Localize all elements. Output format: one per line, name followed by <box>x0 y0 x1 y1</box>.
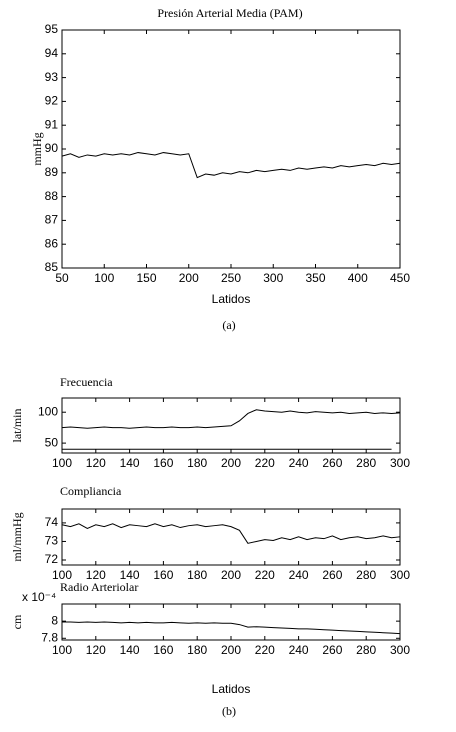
x-tick-label: 160 <box>153 568 173 582</box>
plot-frame <box>61 29 401 269</box>
x-tick-label: 100 <box>52 568 72 582</box>
y-tick-label: 91 <box>45 117 59 131</box>
chart-title: Frecuencia <box>60 375 113 389</box>
x-tick-label: 100 <box>94 271 114 285</box>
y-tick-label: 87 <box>45 213 59 227</box>
x-axis-label: Latidos <box>212 292 251 306</box>
x-tick-label: 120 <box>86 643 106 657</box>
y-tick-label: 73 <box>45 534 59 548</box>
x-tick-label: 160 <box>153 643 173 657</box>
x-tick-label: 260 <box>322 643 342 657</box>
x-tick-label: 280 <box>356 456 376 470</box>
y-axis-label: ml/mmHg <box>10 512 24 561</box>
x-tick-label: 50 <box>55 271 69 285</box>
chart-title: Presión Arterial Media (PAM) <box>157 6 302 20</box>
x-tick-label: 220 <box>255 643 275 657</box>
x-tick-label: 180 <box>187 643 207 657</box>
chart-title: Compliancia <box>60 484 122 498</box>
x-tick-label: 300 <box>263 271 283 285</box>
x-axis-label: Latidos <box>212 682 251 696</box>
y-tick-label: 7.8 <box>41 630 58 644</box>
y-tick-label: 72 <box>45 552 59 566</box>
x-tick-label: 160 <box>153 456 173 470</box>
x-tick-label: 240 <box>289 643 309 657</box>
y-multiplier: x 10⁻⁴ <box>22 590 56 604</box>
x-tick-label: 120 <box>86 456 106 470</box>
x-tick-label: 100 <box>52 643 72 657</box>
y-tick-label: 8 <box>51 613 58 627</box>
x-tick-label: 400 <box>348 271 368 285</box>
x-tick-label: 250 <box>221 271 241 285</box>
x-tick-label: 280 <box>356 568 376 582</box>
y-axis-label: mmHg <box>30 132 44 165</box>
x-tick-label: 350 <box>305 271 325 285</box>
x-tick-label: 240 <box>289 568 309 582</box>
x-tick-label: 180 <box>187 568 207 582</box>
x-tick-label: 200 <box>221 568 241 582</box>
x-tick-label: 220 <box>255 568 275 582</box>
x-tick-label: 140 <box>120 456 140 470</box>
x-tick-label: 260 <box>322 568 342 582</box>
y-tick-label: 86 <box>45 236 59 250</box>
x-tick-label: 140 <box>120 568 140 582</box>
x-tick-label: 140 <box>120 643 140 657</box>
caption: (b) <box>222 704 236 718</box>
y-tick-label: 88 <box>45 189 59 203</box>
data-line <box>62 621 401 635</box>
y-tick-label: 90 <box>45 141 59 155</box>
caption: (a) <box>222 318 235 332</box>
x-tick-label: 300 <box>390 456 410 470</box>
y-tick-label: 100 <box>38 404 58 418</box>
plot-frame <box>61 508 401 566</box>
y-axis-label: cm <box>10 614 24 629</box>
x-tick-label: 220 <box>255 456 275 470</box>
data-line <box>61 152 401 179</box>
y-tick-label: 50 <box>45 435 59 449</box>
x-tick-label: 200 <box>221 456 241 470</box>
chart-title: Radio Arteriolar <box>60 580 138 594</box>
y-tick-label: 94 <box>45 46 59 60</box>
y-tick-label: 93 <box>45 70 59 84</box>
y-tick-label: 92 <box>45 94 59 108</box>
x-tick-label: 260 <box>322 456 342 470</box>
y-axis-label: lat/min <box>10 409 24 443</box>
y-tick-label: 89 <box>45 165 59 179</box>
x-tick-label: 150 <box>136 271 156 285</box>
x-tick-label: 180 <box>187 456 207 470</box>
x-tick-label: 200 <box>179 271 199 285</box>
y-tick-label: 74 <box>45 515 59 529</box>
x-tick-label: 100 <box>52 456 72 470</box>
x-tick-label: 280 <box>356 643 376 657</box>
y-tick-label: 95 <box>45 22 59 36</box>
data-line <box>61 409 401 429</box>
x-tick-label: 240 <box>289 456 309 470</box>
x-tick-label: 300 <box>390 568 410 582</box>
x-tick-label: 300 <box>390 643 410 657</box>
x-tick-label: 120 <box>86 568 106 582</box>
y-tick-label: 85 <box>45 260 59 274</box>
x-tick-label: 200 <box>221 643 241 657</box>
data-line <box>61 523 401 544</box>
x-tick-label: 450 <box>390 271 410 285</box>
